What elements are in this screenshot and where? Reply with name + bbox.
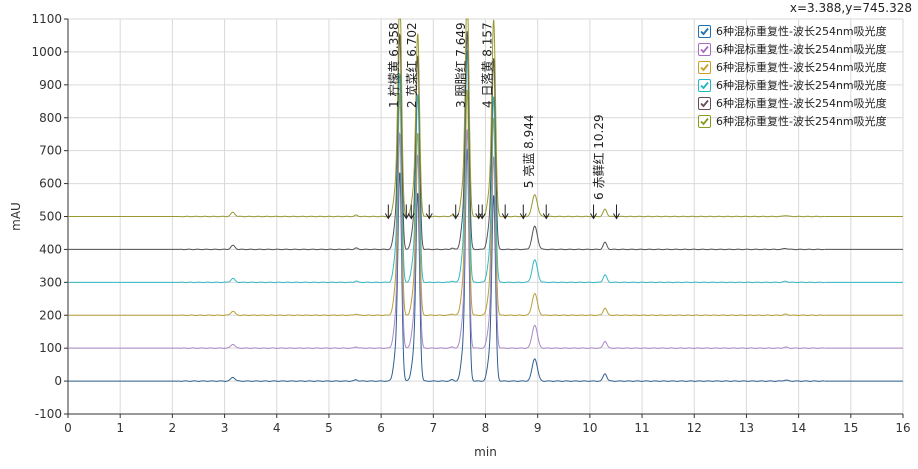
integration-marker bbox=[613, 204, 620, 220]
checkbox-icon[interactable] bbox=[698, 24, 711, 38]
series-line bbox=[180, 18, 825, 218]
integration-marker bbox=[384, 204, 392, 220]
checkbox-icon[interactable] bbox=[698, 78, 711, 92]
x-tick-label: 14 bbox=[791, 421, 806, 435]
x-tick-label: 9 bbox=[534, 421, 542, 435]
x-tick-label: 2 bbox=[169, 421, 177, 435]
integration-marker bbox=[478, 204, 486, 220]
x-tick-label: 8 bbox=[482, 421, 490, 435]
y-tick-label: 300 bbox=[39, 275, 62, 289]
x-tick-label: 4 bbox=[273, 421, 281, 435]
series-line bbox=[180, 148, 825, 382]
y-tick-label: 500 bbox=[39, 210, 62, 224]
legend-item[interactable]: 6种混标重复性-波长254nm吸光度 bbox=[698, 40, 887, 58]
y-tick-label: 1000 bbox=[31, 45, 62, 59]
integration-marker bbox=[425, 204, 433, 220]
peak-label: 4 日落黄 8.157 bbox=[481, 22, 495, 108]
series-line bbox=[180, 89, 825, 317]
legend-label: 6种混标重复性-波长254nm吸光度 bbox=[716, 97, 887, 110]
legend-label: 6种混标重复性-波长254nm吸光度 bbox=[716, 79, 887, 92]
y-tick-label: 900 bbox=[39, 78, 62, 92]
x-tick-label: 15 bbox=[843, 421, 858, 435]
integration-marker bbox=[452, 204, 460, 220]
x-tick-label: 13 bbox=[739, 421, 754, 435]
cursor-coordinate-readout: x=3.388,y=745.328 bbox=[789, 1, 912, 15]
integration-marker bbox=[590, 204, 597, 220]
peak-label: 1 柠檬黄 6.358 bbox=[386, 22, 401, 108]
y-tick-label: 800 bbox=[39, 111, 62, 125]
y-tick-label: 1100 bbox=[31, 12, 62, 26]
x-axis-title: min bbox=[474, 445, 497, 459]
checkbox-icon[interactable] bbox=[698, 114, 711, 128]
integration-marker bbox=[402, 204, 410, 220]
legend-label: 6种混标重复性-波长254nm吸光度 bbox=[716, 25, 887, 38]
legend-item[interactable]: 6种混标重复性-波长254nm吸光度 bbox=[698, 94, 887, 112]
integration-marker bbox=[519, 204, 527, 220]
legend-item[interactable]: 6种混标重复性-波长254nm吸光度 bbox=[698, 22, 887, 40]
series-line bbox=[180, 128, 825, 349]
peak-label: 2 苋菜红 6.702 bbox=[404, 22, 419, 108]
chart-legend: 6种混标重复性-波长254nm吸光度 6种混标重复性-波长254nm吸光度 6种… bbox=[698, 22, 887, 130]
x-tick-label: 7 bbox=[429, 421, 437, 435]
series-line bbox=[180, 30, 825, 251]
legend-item[interactable]: 6种混标重复性-波长254nm吸光度 bbox=[698, 112, 887, 130]
x-tick-label: 10 bbox=[582, 421, 597, 435]
y-tick-label: -100 bbox=[35, 407, 62, 421]
x-tick-label: 6 bbox=[377, 421, 385, 435]
y-tick-label: 100 bbox=[39, 341, 62, 355]
series-line bbox=[180, 49, 825, 284]
checkbox-icon[interactable] bbox=[698, 96, 711, 110]
integration-marker bbox=[407, 204, 415, 220]
peak-label: 3 胭脂红 7.649 bbox=[453, 22, 468, 108]
integration-marker bbox=[542, 204, 550, 220]
legend-label: 6种混标重复性-波长254nm吸光度 bbox=[716, 115, 887, 128]
checkbox-icon[interactable] bbox=[698, 60, 711, 74]
x-tick-label: 16 bbox=[895, 421, 910, 435]
x-tick-label: 12 bbox=[687, 421, 702, 435]
x-tick-label: 3 bbox=[221, 421, 229, 435]
peak-label: 5 亮蓝 8.944 bbox=[521, 114, 536, 188]
legend-item[interactable]: 6种混标重复性-波长254nm吸光度 bbox=[698, 76, 887, 94]
legend-label: 6种混标重复性-波长254nm吸光度 bbox=[716, 43, 887, 56]
legend-item[interactable]: 6种混标重复性-波长254nm吸光度 bbox=[698, 58, 887, 76]
checkbox-icon[interactable] bbox=[698, 42, 711, 56]
y-tick-label: 600 bbox=[39, 177, 62, 191]
integration-marker bbox=[501, 204, 509, 220]
x-tick-label: 1 bbox=[116, 421, 124, 435]
x-tick-label: 11 bbox=[634, 421, 649, 435]
peak-label: 6 赤藓红 10.29 bbox=[591, 114, 606, 200]
y-axis-title: mAU bbox=[9, 202, 23, 231]
y-tick-label: 400 bbox=[39, 242, 62, 256]
y-tick-label: 700 bbox=[39, 144, 62, 158]
x-tick-label: 0 bbox=[64, 421, 72, 435]
legend-label: 6种混标重复性-波长254nm吸光度 bbox=[716, 61, 887, 74]
y-tick-label: 200 bbox=[39, 308, 62, 322]
x-tick-label: 5 bbox=[325, 421, 333, 435]
y-tick-label: 0 bbox=[54, 374, 62, 388]
